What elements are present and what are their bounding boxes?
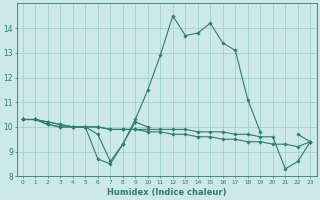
X-axis label: Humidex (Indice chaleur): Humidex (Indice chaleur) xyxy=(107,188,226,197)
